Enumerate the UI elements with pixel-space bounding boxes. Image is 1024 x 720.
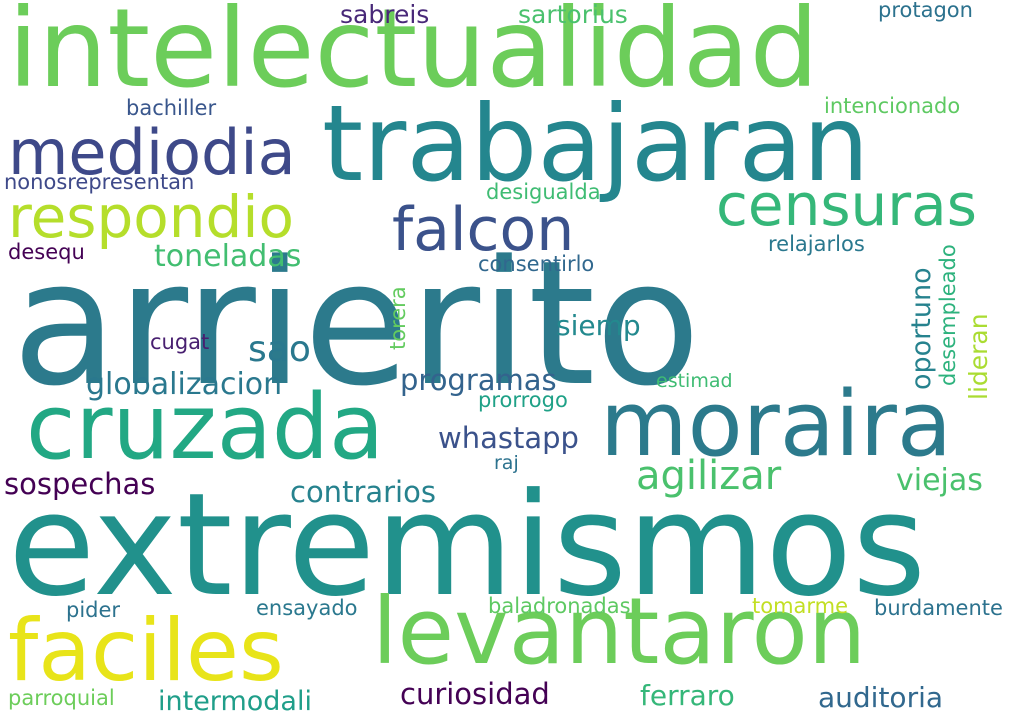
word-burdamente: burdamente (874, 596, 1003, 620)
word-baladronadas: baladronadas (488, 594, 631, 618)
word-sospechas: sospechas (4, 467, 156, 501)
word-siemp: siemp (556, 309, 641, 342)
word-agilizar: agilizar (636, 453, 782, 499)
word-viejas: viejas (896, 463, 983, 498)
word-arrierito: arrierito (12, 223, 701, 424)
word-cruzada: cruzada (26, 375, 385, 480)
word-intermodali: intermodali (158, 686, 312, 717)
word-contrarios: contrarios (290, 475, 436, 509)
word-falcon: falcon (392, 195, 575, 265)
word-estimad: estimad (656, 370, 733, 392)
word-desigualda: desigualda (486, 180, 601, 204)
word-ensayado: ensayado (256, 596, 358, 620)
word-pider: pider (66, 598, 121, 622)
word-consentirlo: consentirlo (478, 252, 595, 276)
word-trabajaran: trabajaran (322, 83, 870, 205)
word-cugat: cugat (150, 330, 210, 354)
word-tomarme: tomarme (752, 594, 849, 618)
word-extremismos: extremismos (8, 463, 927, 628)
word-respondio: respondio (8, 183, 294, 251)
word-nonosrepresentan: nonosrepresentan (4, 170, 195, 194)
word-oportuno: oportuno (906, 267, 937, 390)
word-raj: raj (494, 452, 519, 474)
word-levantaron: levantaron (372, 578, 867, 685)
word-torera: torera (386, 286, 410, 350)
word-censuras: censuras (716, 171, 977, 239)
word-auditoria: auditoria (818, 681, 944, 714)
word-faciles: faciles (8, 601, 284, 701)
word-ferraro: ferraro (640, 679, 735, 712)
word-lideran: lideran (964, 313, 993, 400)
word-desequ: desequ (8, 240, 85, 264)
word-intencionado: intencionado (824, 94, 961, 118)
word-moraira: moraira (600, 372, 953, 477)
word-relajarlos: relajarlos (768, 232, 865, 256)
word-sabreis: sabreis (340, 0, 430, 29)
word-sartorius: sartorius (518, 0, 628, 29)
word-mediodia: mediodia (8, 116, 296, 189)
word-desempleado: desempleado (936, 244, 960, 386)
word-bachiller: bachiller (126, 96, 217, 120)
word-toneladas: toneladas (154, 239, 302, 274)
word-protagon: protagon (878, 0, 973, 22)
word-prorrogo: prorrogo (478, 388, 568, 412)
word-sao: sao (248, 329, 311, 370)
word-curiosidad: curiosidad (400, 677, 550, 711)
word-programas: programas (400, 363, 557, 397)
word-globalizacion: globalizacion (86, 367, 283, 402)
word-intelectualidad: intelectualidad (8, 0, 819, 112)
word-parroquial: parroquial (8, 686, 115, 710)
word-whastapp: whastapp (438, 421, 579, 455)
